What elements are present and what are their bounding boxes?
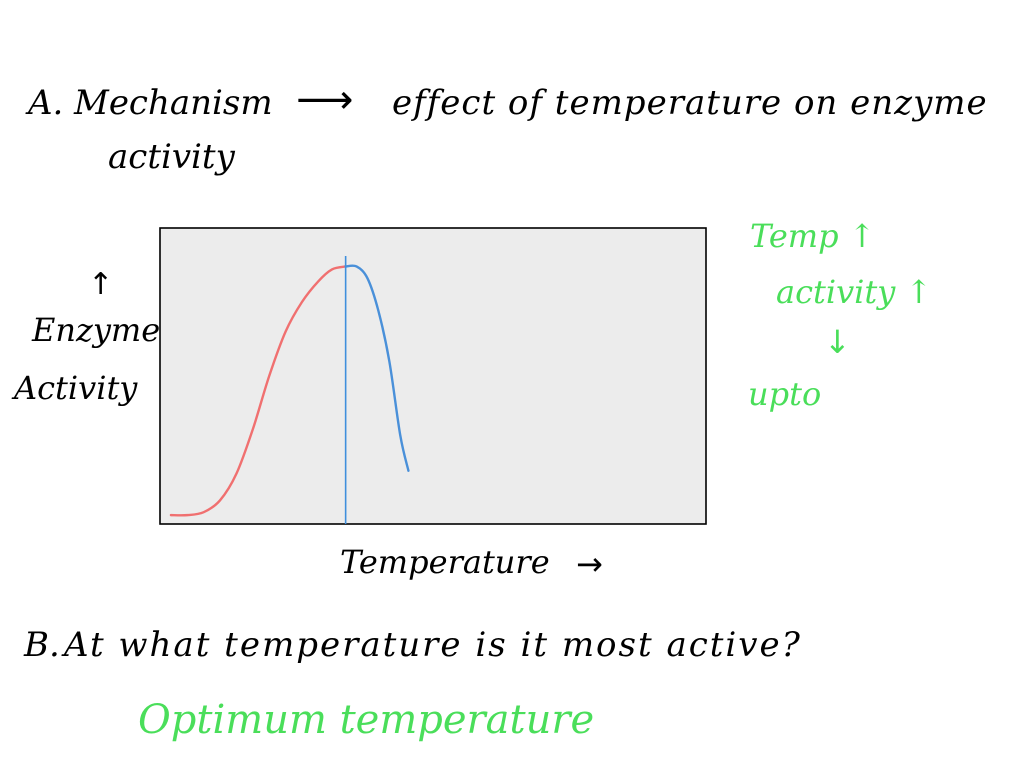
effect-text-line2: activity: [108, 137, 235, 177]
y-axis-arrow-icon: ↑: [88, 267, 114, 302]
note-upto: upto: [748, 375, 822, 413]
enzyme-activity-chart: [150, 220, 720, 535]
note-temp-up: Temp ↑: [750, 217, 876, 255]
section-b-label: B.: [24, 625, 60, 665]
section-b-question: At what temperature is it most active?: [64, 625, 802, 665]
section-b-answer: Optimum temperature: [138, 697, 595, 743]
mechanism-text: Mechanism: [74, 83, 273, 123]
note-down-arrow-icon: ↓: [824, 323, 851, 361]
x-axis-label: Temperature: [340, 543, 550, 581]
activity-curve-segment-1: [169, 265, 347, 517]
y-axis-label-line1: Enzyme: [32, 311, 161, 349]
chart-svg: [159, 227, 707, 525]
y-axis-label-line2: Activity: [14, 369, 138, 407]
x-axis-arrow-icon: →: [576, 545, 603, 583]
activity-curve-segment-2: [344, 264, 410, 472]
mechanism-arrow-icon: ⟶: [296, 77, 354, 123]
note-activity-up: activity ↑: [776, 273, 933, 311]
plot-area: [159, 227, 707, 525]
effect-text-line1: effect of temperature on enzyme: [392, 83, 988, 123]
section-a-label: A.: [28, 83, 64, 123]
